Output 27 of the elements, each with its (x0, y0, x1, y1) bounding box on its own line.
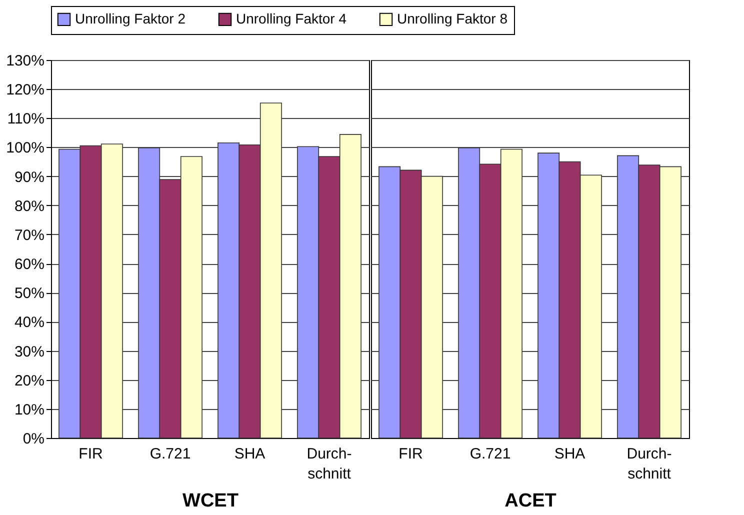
y-tick-label: 80% (14, 198, 44, 215)
y-tick-label: 130% (6, 52, 44, 70)
y-tick-label: 90% (14, 168, 44, 186)
y-tick-label: 120% (6, 82, 44, 99)
x-tick-label: G.721 (150, 446, 191, 462)
y-tick-label: 110% (7, 110, 44, 128)
y-tick-label: 0% (22, 430, 44, 448)
x-tick-label: FIR (398, 446, 423, 462)
y-tick-label: 50% (14, 285, 44, 302)
y-tick-label: 10% (14, 401, 44, 418)
x-tick-label: Durch- schnitt (626, 446, 672, 482)
legend-label: Unrolling Faktor 8 (397, 10, 508, 26)
x-axis-title: ACET (504, 490, 557, 512)
x-tick-label: FIR (78, 446, 103, 462)
y-tick-label: 30% (14, 343, 44, 360)
x-tick-label: Durch- schnitt (306, 446, 352, 482)
y-tick-label: 60% (14, 256, 44, 274)
x-tick-label: G.721 (470, 446, 511, 462)
legend-label: Unrolling Faktor 2 (75, 10, 186, 26)
x-tick-label: SHA (234, 446, 266, 462)
legend-label: Unrolling Faktor 4 (236, 10, 347, 26)
y-tick-label: 70% (14, 226, 44, 244)
y-tick-label: 20% (14, 372, 44, 390)
x-axis-title: WCET (182, 490, 239, 512)
y-tick-label: 100% (6, 140, 44, 157)
y-tick-label: 40% (14, 314, 44, 332)
x-tick-label: SHA (554, 446, 586, 462)
